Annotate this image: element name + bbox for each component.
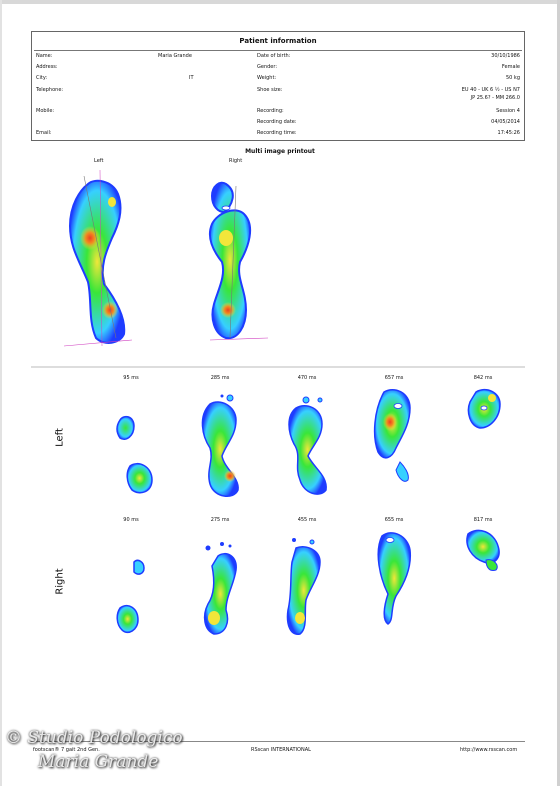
right-sequence-maps [116, 529, 500, 635]
footer-software: footscan® 7 gait 2nd Gen. [33, 747, 100, 753]
weight-label: Weight: [257, 75, 277, 81]
page-edge [0, 0, 2, 786]
page-edge [0, 0, 560, 4]
shoe-size-label: Shoe size: [257, 87, 283, 93]
shoe-size-value-2: JP 25.6? - MM 266.0 [470, 95, 520, 101]
dob-value: 30/10/1986 [491, 53, 520, 59]
right-foot-label: Right [229, 158, 243, 164]
recording-date-label: Recording date: [257, 119, 297, 125]
left-sequence-maps [116, 388, 501, 497]
footer-url: http://www.rsscan.com [460, 747, 518, 753]
time-label: 655 ms [384, 517, 404, 523]
watermark-line-2: Maria Grande [38, 752, 159, 772]
city-label: City: [36, 75, 48, 81]
city-value: IT [189, 75, 194, 81]
time-label: 285 ms [210, 375, 230, 381]
mobile-label: Mobile: [36, 108, 55, 114]
patient-info-box: Patient information Name: Maria Grande A… [31, 31, 525, 141]
time-label: 470 ms [297, 375, 317, 381]
left-foot-label: Left [94, 158, 104, 164]
email-label: Email: [36, 130, 52, 136]
gender-value: Female [501, 64, 520, 70]
time-label: 817 ms [473, 517, 493, 523]
divider [34, 50, 522, 51]
name-label: Name: [36, 53, 53, 59]
recording-time-value: 17:45:26 [497, 130, 520, 136]
name-value: Maria Grande [158, 53, 192, 59]
recording-time-label: Recording time: [257, 130, 297, 136]
watermark-line-1: © Studio Podologico [5, 728, 183, 748]
right-foot-map [208, 181, 269, 341]
gender-label: Gender: [257, 64, 278, 70]
telephone-label: Telephone: [36, 87, 64, 93]
address-label: Address: [36, 64, 58, 70]
time-label: 95 ms [123, 375, 139, 381]
recording-label: Recording: [257, 108, 284, 114]
time-label: 275 ms [210, 517, 230, 523]
time-label: 657 ms [384, 375, 404, 381]
left-foot-map [63, 169, 133, 347]
time-label: 90 ms [123, 517, 139, 523]
page-edge [557, 0, 560, 786]
patient-info-title: Patient information [239, 37, 317, 45]
footer-company: RSscan INTERNATIONAL [251, 747, 311, 753]
shoe-size-value: EU 40 - UK 6 ½ - US N7 [461, 87, 520, 93]
multi-image-title: Multi image printout [245, 148, 315, 155]
footer-divider [31, 741, 525, 742]
time-label: 455 ms [297, 517, 317, 523]
weight-value: 50 kg [505, 75, 520, 81]
time-label: 842 ms [473, 375, 493, 381]
recording-value: Session 4 [496, 108, 520, 114]
recording-date-value: 04/05/2014 [491, 119, 520, 125]
dob-label: Date of birth: [257, 53, 291, 59]
left-row-label: Left [54, 428, 66, 447]
right-row-label: Right [54, 568, 66, 595]
